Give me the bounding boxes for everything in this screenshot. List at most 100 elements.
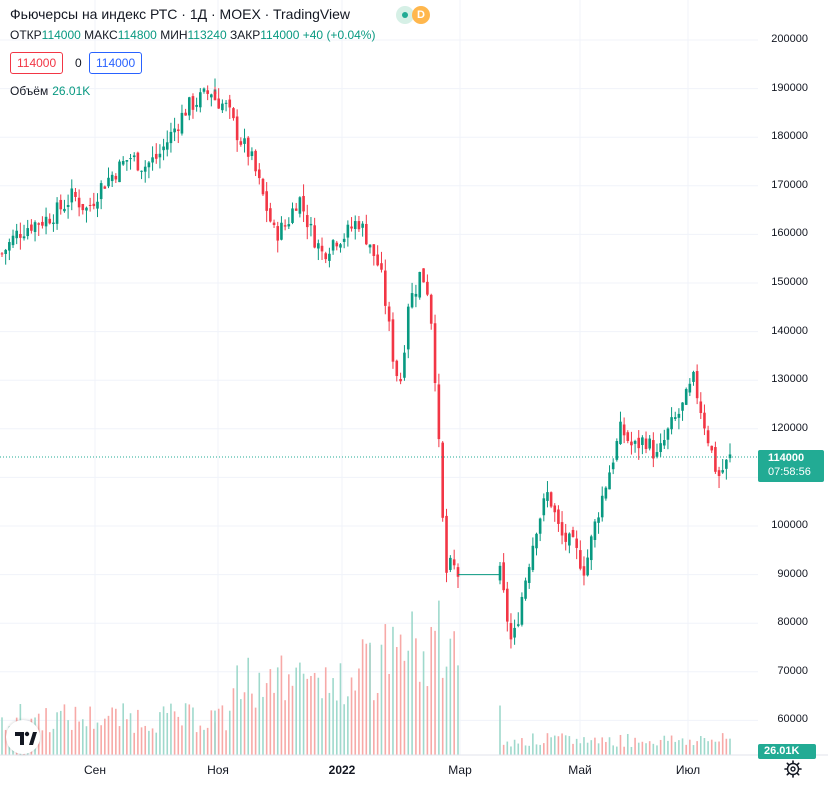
candle-body xyxy=(66,205,70,207)
candle-body xyxy=(637,437,641,449)
open-value: 114000 xyxy=(41,28,81,42)
price-tick-label: 200000 xyxy=(771,33,808,45)
candle-body xyxy=(276,226,280,241)
candle-body xyxy=(169,131,173,144)
symbol-title[interactable]: Фьючерсы на индекс РТС · 1Д · MOEX · Tra… xyxy=(10,6,351,22)
volume-bar xyxy=(457,665,459,755)
volume-bar xyxy=(1,717,3,755)
volume-bar xyxy=(232,688,235,755)
time-tick-label: Май xyxy=(568,763,592,777)
candle-body xyxy=(437,384,441,440)
candle-body xyxy=(361,223,364,228)
volume-bar xyxy=(137,709,139,755)
candle-body xyxy=(380,263,383,270)
open-label: ОТКР xyxy=(10,28,42,42)
candle-body xyxy=(210,94,213,98)
volume-bar xyxy=(273,692,275,755)
volume-bar xyxy=(365,643,368,755)
volume-bar xyxy=(85,726,88,755)
gear-icon[interactable] xyxy=(784,760,802,778)
candle-body xyxy=(11,235,15,246)
candle-body xyxy=(77,197,81,208)
volume-bar xyxy=(612,745,614,755)
candle-body xyxy=(520,596,524,625)
volume-bar xyxy=(258,672,261,755)
candle-body xyxy=(513,627,516,638)
volume-bar xyxy=(93,728,95,755)
volume-label: Объём xyxy=(10,84,49,98)
tradingview-logo-icon[interactable] xyxy=(6,720,40,754)
volume-bar xyxy=(685,744,687,755)
candle-body xyxy=(129,158,132,160)
volume-bar xyxy=(648,741,651,755)
volume-bar xyxy=(601,737,604,755)
candle-body xyxy=(644,438,648,449)
volume-bar xyxy=(354,690,357,755)
candle-body xyxy=(600,495,604,518)
candle-body xyxy=(433,323,437,384)
volume-bar xyxy=(159,712,161,755)
candle-body xyxy=(456,567,460,577)
candle-body xyxy=(692,371,695,382)
candle-body xyxy=(445,515,448,573)
volume-bar xyxy=(597,743,600,755)
volume-legend[interactable]: Объём 26.01K xyxy=(10,84,90,98)
candle-body xyxy=(324,253,328,260)
candle-body xyxy=(365,223,368,245)
candle-body xyxy=(516,624,520,626)
candle-body xyxy=(527,567,531,583)
last-price-value: 114000 xyxy=(768,452,805,464)
candle-body xyxy=(579,550,582,569)
candle-body xyxy=(217,98,220,109)
volume-bar xyxy=(696,741,698,755)
volume-bar xyxy=(575,738,578,755)
volume-bar xyxy=(67,720,69,755)
candle-body xyxy=(257,169,261,179)
candle-body xyxy=(426,281,429,295)
candle-body xyxy=(449,557,452,570)
volume-bar xyxy=(506,741,509,755)
candle-body xyxy=(535,533,538,549)
candle-body xyxy=(147,162,151,168)
candle-body xyxy=(298,197,302,214)
volume-bar xyxy=(557,736,560,755)
volume-bar xyxy=(74,706,77,755)
candle-body xyxy=(611,462,615,470)
delayed-data-badge[interactable]: D xyxy=(412,6,430,24)
candle-body xyxy=(395,360,399,377)
buy-price-button[interactable]: 114000 xyxy=(89,52,143,74)
volume-bar xyxy=(721,733,724,755)
volume-bar xyxy=(590,740,593,755)
candle-body xyxy=(280,222,283,240)
candle-body xyxy=(125,160,129,162)
sell-price-button[interactable]: 114000 xyxy=(10,52,64,74)
market-status-badges[interactable]: D xyxy=(396,6,436,24)
volume-bar xyxy=(104,718,106,755)
volume-histogram xyxy=(1,600,731,755)
candle-body xyxy=(353,221,357,229)
volume-bar xyxy=(535,744,538,755)
candle-body xyxy=(387,306,391,322)
candle-body xyxy=(604,487,608,499)
volume-bar xyxy=(380,644,383,755)
volume-bar xyxy=(195,732,198,755)
candle-body xyxy=(524,580,527,599)
candle-body xyxy=(291,208,294,223)
close-label: ЗАКР xyxy=(230,28,261,42)
candle-body xyxy=(121,161,125,165)
candle-body xyxy=(317,243,320,249)
candle-body xyxy=(568,533,571,546)
volume-bar xyxy=(703,737,706,755)
candle-body xyxy=(350,226,353,229)
candle-body xyxy=(81,204,85,211)
candle-body xyxy=(626,432,630,441)
candle-body xyxy=(110,174,114,182)
volume-bar xyxy=(579,743,582,755)
volume-bar xyxy=(656,745,658,755)
market-open-icon[interactable] xyxy=(396,6,414,24)
time-tick-label: Ноя xyxy=(207,763,229,777)
volume-bar xyxy=(407,650,410,755)
volume-bar xyxy=(276,667,279,755)
candle-body xyxy=(48,218,52,224)
